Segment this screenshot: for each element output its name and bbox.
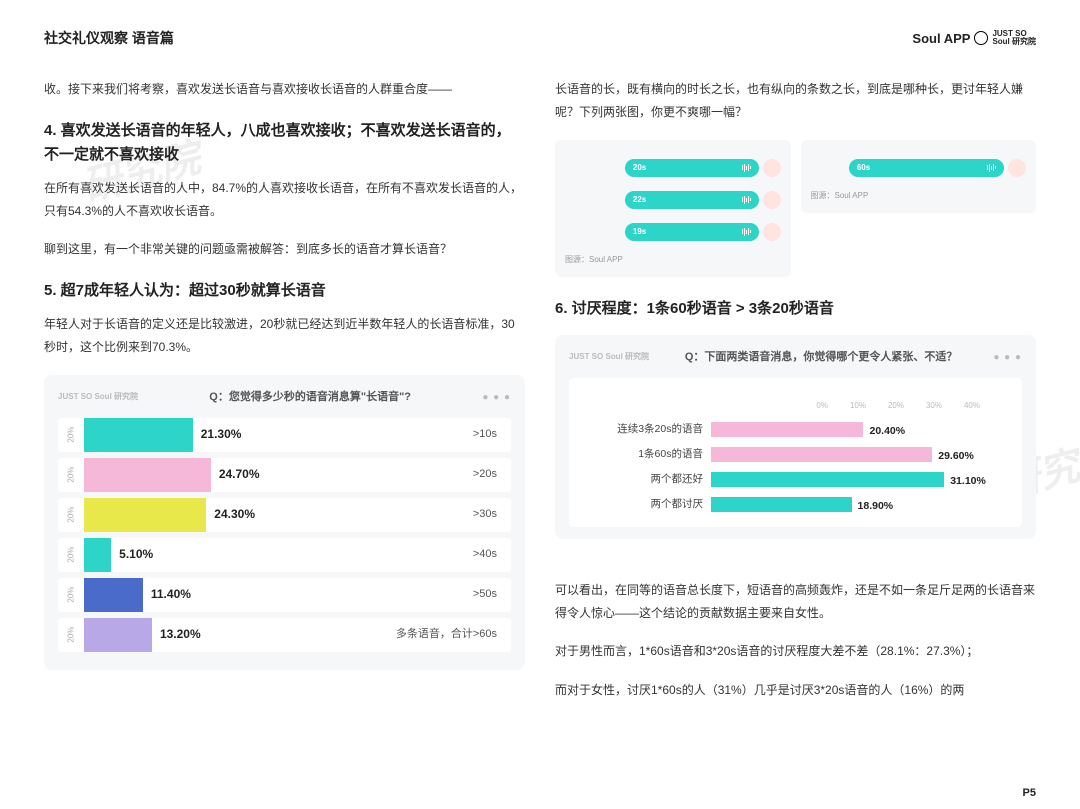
bar	[711, 497, 852, 512]
voice-sample-multi: 20s 22s 19s 图源：Soul APP	[555, 140, 791, 277]
bar-value: 31.10%	[950, 472, 986, 492]
chart-row: 20% 13.20% 多条语音，合计>60s	[58, 618, 511, 652]
bar	[84, 578, 143, 612]
bar-label: >30s	[473, 504, 497, 525]
chart-question: Q：下面两类语音消息，你觉得哪个更令人紧张、不适？	[657, 347, 985, 368]
chart-row: 两个都还好 31.10%	[581, 469, 1010, 491]
wave-icon	[987, 164, 996, 172]
bar	[711, 447, 932, 462]
y-axis-label: 20%	[63, 462, 78, 488]
chart-row: 20% 5.10% >40s	[58, 538, 511, 572]
bar-percent: 11.40%	[151, 583, 191, 606]
y-axis-label: 20%	[63, 542, 78, 568]
bar-label: 连续3条20s的语音	[581, 420, 711, 440]
bar	[84, 538, 111, 572]
bar	[711, 472, 944, 487]
bar-percent: 24.70%	[219, 463, 260, 486]
bar-percent: 13.20%	[160, 623, 201, 646]
scale-tick: 30%	[926, 398, 942, 413]
paragraph: 年轻人对于长语音的定义还是比较激进，20秒就已经达到近半数年轻人的长语音标准，3…	[44, 313, 525, 359]
emoji-icon	[763, 223, 781, 241]
heading-6: 6. 讨厌程度：1条60秒语音 > 3条20秒语音	[555, 297, 1036, 321]
dots-icon: ● ● ●	[482, 388, 511, 407]
card-logo: JUST SO Soul 研究院	[58, 393, 138, 401]
chart-card-dislike: JUST SO Soul 研究院 Q：下面两类语音消息，你觉得哪个更令人紧张、不…	[555, 335, 1036, 539]
header: 社交礼仪观察 语音篇 Soul APP JUST SOSoul 研究院	[44, 28, 1036, 48]
y-axis-label: 20%	[63, 622, 78, 648]
chart-row: 20% 21.30% >10s	[58, 418, 511, 452]
bar-label: >20s	[473, 464, 497, 485]
chart-question: Q：您觉得多少秒的语音消息算"长语音"?	[146, 387, 474, 408]
wave-icon	[742, 228, 751, 236]
paragraph: 对于男性而言，1*60s语音和3*20s语音的讨厌程度大差不差（28.1%：27…	[555, 640, 1036, 663]
chart-row: 两个都讨厌 18.90%	[581, 494, 1010, 516]
wave-icon	[742, 196, 751, 204]
page-title: 社交礼仪观察 语音篇	[44, 28, 174, 48]
y-axis-label: 20%	[63, 422, 78, 448]
bar-percent: 21.30%	[201, 423, 242, 446]
wave-icon	[742, 164, 751, 172]
bar	[84, 458, 211, 492]
bar-label: 两个都讨厌	[581, 495, 711, 515]
bar	[84, 418, 193, 452]
scale-tick: 0%	[816, 398, 828, 413]
scale-tick: 20%	[888, 398, 904, 413]
emoji-icon	[763, 159, 781, 177]
chart-row: 20% 24.30% >30s	[58, 498, 511, 532]
y-axis-label: 20%	[63, 582, 78, 608]
left-column: 收。接下来我们将考察，喜欢发送长语音与喜欢接收长语音的人群重合度—— 4. 喜欢…	[44, 78, 525, 779]
heading-4: 4. 喜欢发送长语音的年轻人，八成也喜欢接收；不喜欢发送长语音的，不一定就不喜欢…	[44, 119, 525, 167]
image-source: 图源：Soul APP	[811, 188, 1027, 203]
heading-5: 5. 超7成年轻人认为：超过30秒就算长语音	[44, 279, 525, 303]
emoji-icon	[1008, 159, 1026, 177]
bar-label: >50s	[473, 584, 497, 605]
card-logo: JUST SO Soul 研究院	[569, 353, 649, 361]
voice-bubble: 22s	[625, 191, 759, 209]
bar-label: 两个都还好	[581, 470, 711, 490]
voice-sample-single: 60s 图源：Soul APP	[801, 140, 1037, 213]
bar-percent: 5.10%	[119, 543, 153, 566]
paragraph: 而对于女性，讨厌1*60s的人（31%）几乎是讨厌3*20s语音的人（16%）的…	[555, 679, 1036, 702]
bar-label: 多条语音，合计>60s	[396, 624, 497, 645]
page-number: P5	[1023, 787, 1036, 799]
chart-row: 连续3条20s的语音 20.40%	[581, 419, 1010, 441]
chart-row: 1条60s的语音 29.60%	[581, 444, 1010, 466]
bar	[711, 422, 863, 437]
emoji-icon	[763, 191, 781, 209]
chart-row: 20% 24.70% >20s	[58, 458, 511, 492]
right-column: 长语音的长，既有横向的时长之长，也有纵向的条数之长，到底是哪种长，更讨年轻人嫌呢…	[555, 78, 1036, 779]
paragraph: 可以看出，在同等的语音总长度下，短语音的高频轰炸，还是不如一条足斤足两的长语音来…	[555, 579, 1036, 625]
bar-percent: 24.30%	[214, 503, 255, 526]
dots-icon: ● ● ●	[993, 348, 1022, 367]
bar-label: >40s	[473, 544, 497, 565]
paragraph: 长语音的长，既有横向的时长之长，也有纵向的条数之长，到底是哪种长，更讨年轻人嫌呢…	[555, 78, 1036, 124]
bar-label: 1条60s的语音	[581, 445, 711, 465]
bar	[84, 618, 152, 652]
chart-row: 20% 11.40% >50s	[58, 578, 511, 612]
paragraph: 聊到这里，有一个非常关键的问题亟需被解答：到底多长的语音才算长语音？	[44, 238, 525, 261]
y-axis-label: 20%	[63, 502, 78, 528]
bar	[84, 498, 206, 532]
bar-value: 18.90%	[858, 497, 894, 517]
bar-value: 20.40%	[869, 422, 905, 442]
logo-icon	[974, 31, 988, 45]
scale-tick: 40%	[964, 398, 980, 413]
paragraph: 收。接下来我们将考察，喜欢发送长语音与喜欢接收长语音的人群重合度——	[44, 78, 525, 101]
voice-bubble: 60s	[849, 159, 1004, 177]
chart-card-duration: JUST SO Soul 研究院 Q：您觉得多少秒的语音消息算"长语音"? ● …	[44, 375, 525, 670]
scale-tick: 10%	[850, 398, 866, 413]
image-source: 图源：Soul APP	[565, 252, 781, 267]
bar-label: >10s	[473, 424, 497, 445]
voice-bubble: 20s	[625, 159, 759, 177]
paragraph: 在所有喜欢发送长语音的人中，84.7%的人喜欢接收长语音，在所有不喜欢发长语音的…	[44, 177, 525, 223]
voice-bubble: 19s	[625, 223, 759, 241]
brand-logo: Soul APP JUST SOSoul 研究院	[912, 30, 1036, 46]
bar-value: 29.60%	[938, 447, 974, 467]
